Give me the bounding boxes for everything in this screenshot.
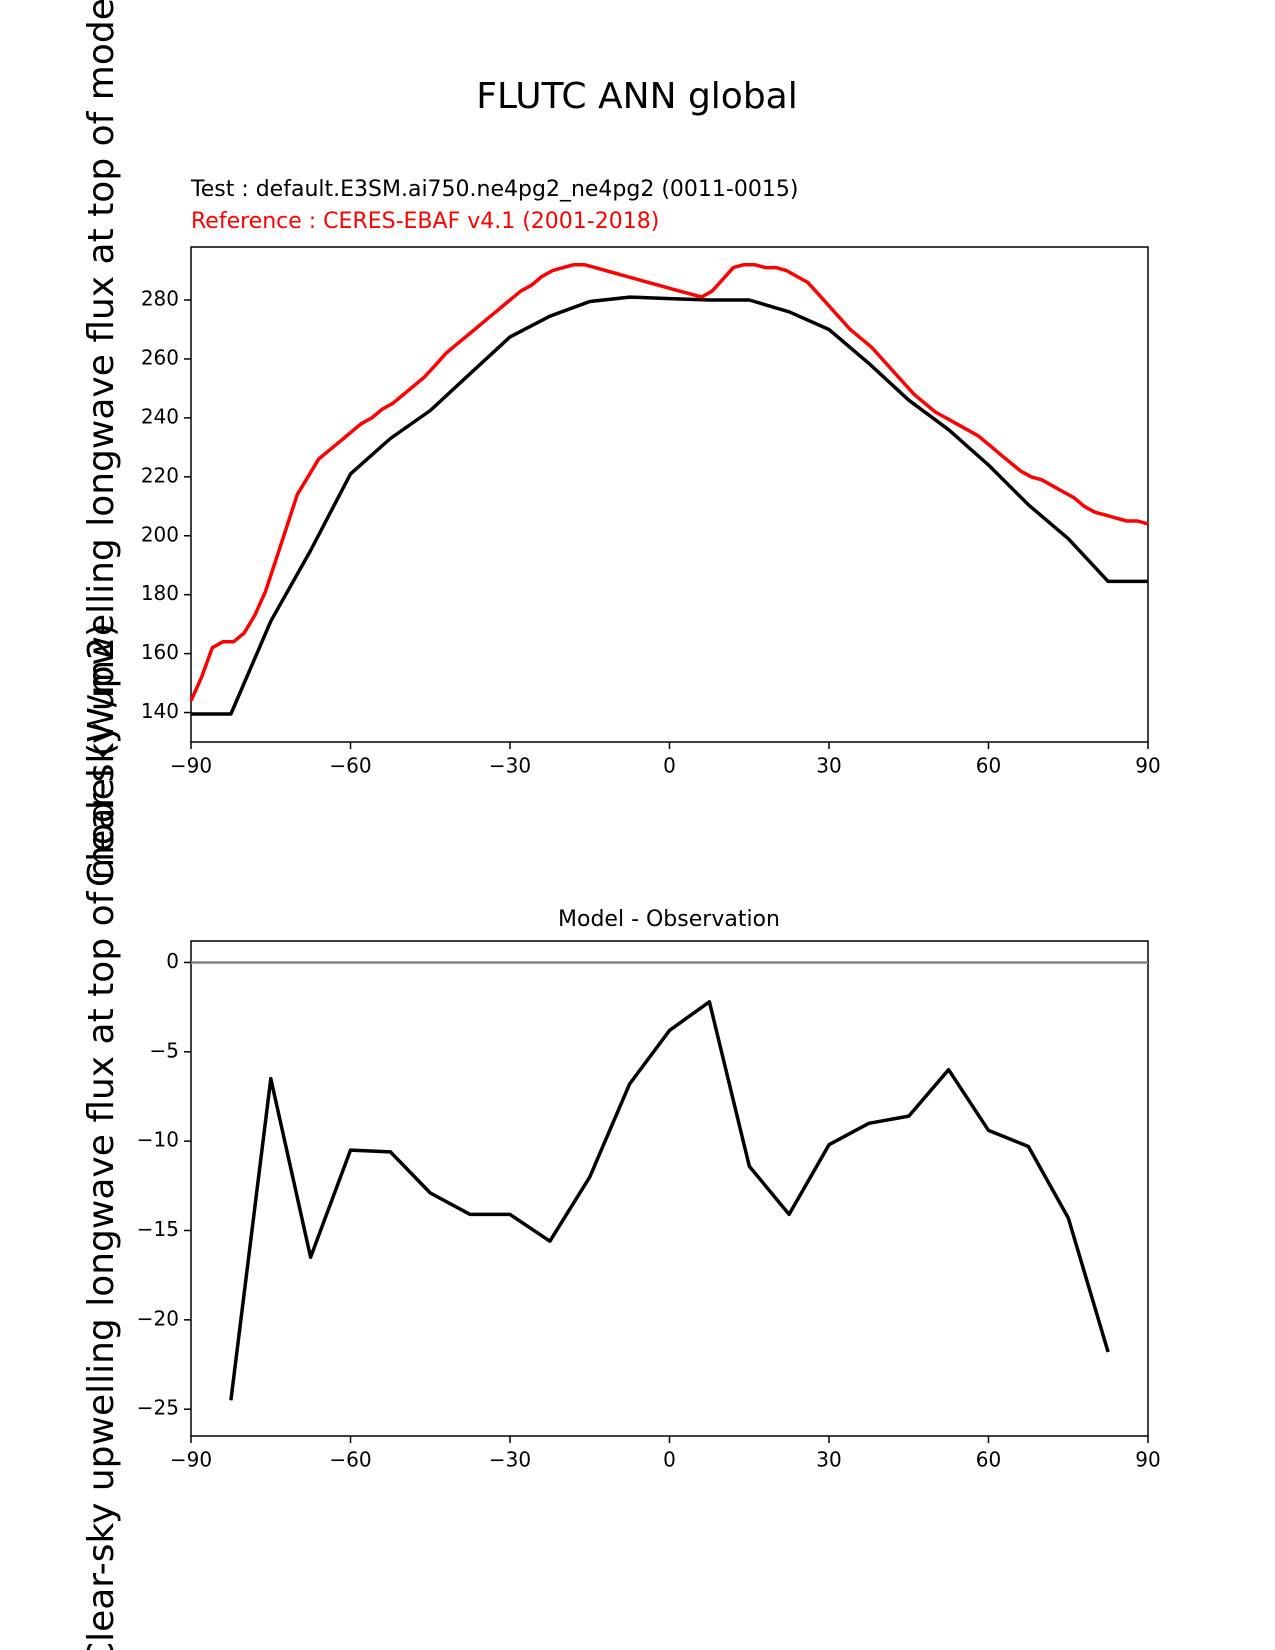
bottom-ytick-label: 0 bbox=[166, 949, 179, 973]
top-ytick-label: 140 bbox=[141, 699, 179, 723]
bottom-xtick-label: 60 bbox=[976, 1448, 1001, 1472]
top-ytick-label: 200 bbox=[141, 522, 179, 546]
bottom-xtick-label: 30 bbox=[816, 1448, 841, 1472]
bottom-xtick-label: −60 bbox=[329, 1448, 371, 1472]
top-xtick-label: 30 bbox=[816, 754, 841, 778]
top-ytick-label: 220 bbox=[141, 463, 179, 487]
bottom-panel: Model - Observation 0−5−10−15−20−25 −90−… bbox=[137, 907, 1161, 1472]
overlap-ylabel-1: Clear-sky upwelling longwave flux at top… bbox=[81, 0, 122, 887]
bottom-ytick-label: −25 bbox=[137, 1396, 179, 1420]
top-ytick-label: 240 bbox=[141, 404, 179, 428]
bottom-xtick-label: 0 bbox=[663, 1448, 676, 1472]
top-reference-line bbox=[189, 262, 1149, 702]
top-ytick-label: 180 bbox=[141, 581, 179, 605]
bottom-xtick-label: −30 bbox=[489, 1448, 531, 1472]
bottom-ytick-label: −20 bbox=[137, 1306, 179, 1330]
figure-title: FLUTC ANN global bbox=[476, 76, 798, 117]
bottom-xtick-label: −90 bbox=[170, 1448, 212, 1472]
top-panel: Test : default.E3SM.ai750.ne4pg2_ne4pg2 … bbox=[141, 177, 1161, 778]
top-ytick-label: 280 bbox=[141, 287, 179, 311]
reference-label: Reference : CERES-EBAF v4.1 (2001-2018) bbox=[191, 209, 659, 234]
test-label: Test : default.E3SM.ai750.ne4pg2_ne4pg2 … bbox=[190, 177, 798, 202]
bottom-ytick-label: −5 bbox=[150, 1038, 179, 1062]
bottom-difference-line bbox=[229, 1000, 1110, 1401]
top-xtick-label: −60 bbox=[329, 754, 371, 778]
top-xtick-label: 60 bbox=[976, 754, 1001, 778]
top-ytick-label: 160 bbox=[141, 640, 179, 664]
bottom-x-axis: −90 −60 −30 0 30 60 90 bbox=[170, 1436, 1161, 1472]
top-xtick-label: 90 bbox=[1135, 754, 1160, 778]
top-xtick-label: 0 bbox=[663, 754, 676, 778]
top-x-axis: −90 −60 −30 0 30 60 90 bbox=[170, 742, 1161, 778]
bottom-plot-title: Model - Observation bbox=[558, 907, 780, 932]
bottom-ytick-label: −10 bbox=[137, 1128, 179, 1152]
top-xtick-label: −30 bbox=[489, 754, 531, 778]
bottom-y-axis: 0 −5 −10 −15 −20 −25 bbox=[137, 949, 191, 1420]
top-ytick-label: 260 bbox=[141, 345, 179, 369]
top-test-line bbox=[191, 295, 1148, 716]
top-xtick-label: −90 bbox=[170, 754, 212, 778]
bottom-series-group bbox=[191, 961, 1148, 1401]
top-series-group bbox=[189, 262, 1149, 716]
bottom-xtick-label: 90 bbox=[1135, 1448, 1160, 1472]
overlap-ylabel-2: Clear-sky upwelling longwave flux at top… bbox=[81, 623, 122, 1650]
top-y-axis: 140 160 180 200 220 240 260 280 bbox=[141, 287, 191, 723]
bottom-ytick-label: −15 bbox=[137, 1217, 179, 1241]
